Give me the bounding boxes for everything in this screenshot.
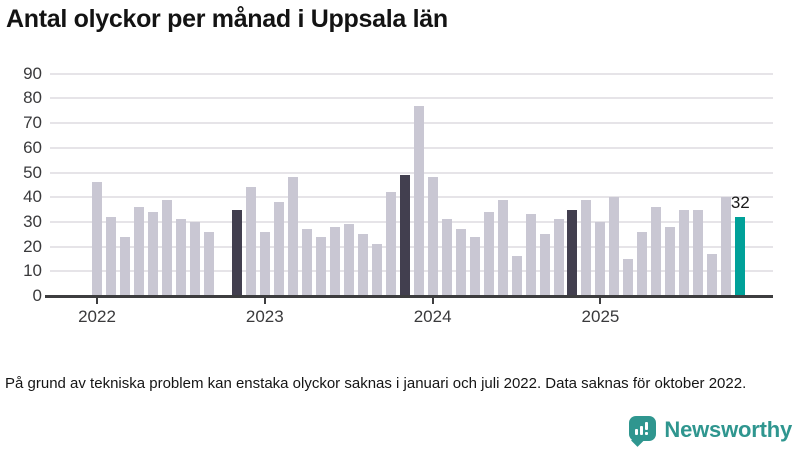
x-axis-year-label: 2022 xyxy=(78,307,116,326)
glyph-bar-1 xyxy=(635,429,639,435)
glyph-bar-2 xyxy=(640,426,644,435)
bar xyxy=(469,236,480,296)
x-axis-line xyxy=(45,294,773,298)
y-gridline xyxy=(50,72,773,75)
x-axis-tick xyxy=(263,297,266,304)
latest-value-label: 32 xyxy=(730,192,750,212)
bar xyxy=(511,256,522,296)
y-axis-tick-label: 90 xyxy=(23,63,42,83)
glyph-exclamation-stem xyxy=(645,422,649,430)
bar xyxy=(301,229,312,296)
bar xyxy=(455,229,466,296)
bar xyxy=(371,244,382,296)
y-axis-tick-label: 10 xyxy=(23,261,42,281)
bar xyxy=(133,207,144,296)
bar-latest-month xyxy=(735,216,746,296)
y-axis-tick-label: 80 xyxy=(23,88,42,108)
bar xyxy=(119,236,130,296)
x-axis-year-label: 2025 xyxy=(581,307,620,326)
bar xyxy=(609,197,620,296)
bar xyxy=(581,199,592,296)
bar xyxy=(721,197,732,296)
bar xyxy=(175,219,186,296)
y-gridline xyxy=(50,146,773,149)
bar xyxy=(245,187,256,296)
newsworthy-logo: Newsworthy xyxy=(629,416,792,447)
bar xyxy=(441,219,452,296)
y-axis-tick-label: 0 xyxy=(32,286,42,305)
bar xyxy=(315,236,326,296)
bar xyxy=(203,231,214,296)
bar xyxy=(483,212,494,296)
bar xyxy=(651,207,662,296)
bar xyxy=(413,105,424,296)
bar xyxy=(329,226,340,296)
bar xyxy=(637,231,648,296)
bar xyxy=(427,177,438,296)
bar xyxy=(92,182,102,296)
bar xyxy=(259,231,270,296)
page-title: Antal olyckor per månad i Uppsala län xyxy=(6,5,448,33)
bar xyxy=(147,212,158,296)
bar xyxy=(693,209,704,296)
bar xyxy=(273,202,284,296)
y-axis-tick-label: 60 xyxy=(23,137,42,157)
bar xyxy=(161,199,172,296)
bar-november-highlight xyxy=(567,209,578,296)
bar xyxy=(343,224,354,296)
bar-november-highlight xyxy=(231,209,242,296)
x-axis-year-label: 2023 xyxy=(245,307,284,326)
bar xyxy=(189,221,200,296)
y-gridline xyxy=(50,122,773,125)
bar xyxy=(287,177,298,296)
y-axis-tick-label: 70 xyxy=(23,113,42,133)
y-axis-tick-label: 20 xyxy=(23,236,42,256)
y-axis-tick-label: 30 xyxy=(23,211,42,231)
bar xyxy=(525,214,536,296)
newsworthy-logo-text: Newsworthy xyxy=(664,416,792,442)
bar xyxy=(707,254,718,296)
x-axis-tick xyxy=(96,297,98,304)
y-axis-tick-label: 40 xyxy=(23,187,42,207)
x-axis-tick xyxy=(599,297,602,304)
x-axis-tick xyxy=(431,297,434,304)
bar xyxy=(357,234,368,296)
bar xyxy=(539,234,550,296)
y-gridline xyxy=(50,270,773,273)
bar xyxy=(623,258,634,296)
newsworthy-speech-bubble-chart-icon xyxy=(629,416,657,447)
y-gridline xyxy=(50,97,773,100)
bar xyxy=(665,226,676,296)
y-gridline xyxy=(50,171,773,174)
y-gridline xyxy=(50,196,773,199)
glyph-exclamation-dot xyxy=(645,432,649,435)
bar xyxy=(553,219,564,296)
bar xyxy=(105,216,116,296)
bar xyxy=(497,199,508,296)
bar-november-highlight xyxy=(399,174,410,296)
mini-bar-chart-glyph xyxy=(629,416,656,441)
footnote-text: På grund av tekniska problem kan enstaka… xyxy=(5,375,747,392)
y-gridline xyxy=(50,220,773,223)
x-axis-year-label: 2024 xyxy=(413,307,452,326)
bar xyxy=(595,221,606,296)
bar xyxy=(385,192,396,296)
y-axis-tick-label: 50 xyxy=(23,162,42,182)
bar xyxy=(679,209,690,296)
y-gridline xyxy=(50,245,773,248)
